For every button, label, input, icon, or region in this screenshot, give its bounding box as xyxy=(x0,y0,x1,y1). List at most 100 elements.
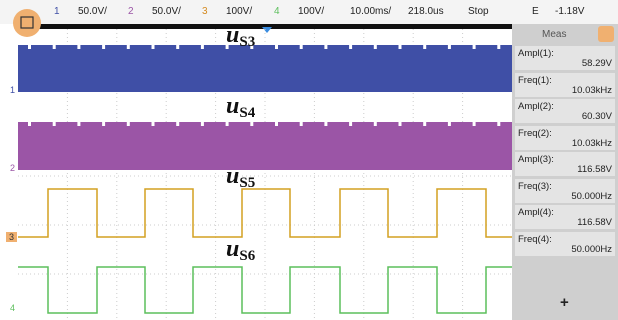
meas-value: 116.58V xyxy=(577,217,612,228)
add-button[interactable]: + xyxy=(560,294,569,311)
status: Stop xyxy=(468,6,489,17)
notch xyxy=(423,45,426,49)
delay: 218.0us xyxy=(408,6,444,17)
notch xyxy=(300,45,303,49)
notch xyxy=(399,122,402,126)
meas-value: 60.30V xyxy=(582,111,612,122)
notch xyxy=(374,45,377,49)
channel-number: 4 xyxy=(274,6,280,17)
notch xyxy=(152,122,155,126)
notch xyxy=(250,122,253,126)
channel-marker: 1 xyxy=(10,85,15,95)
meas-item[interactable]: Ampl(4): 116.58V xyxy=(515,205,615,229)
waveform-label: uS4 xyxy=(226,93,255,122)
notch xyxy=(176,45,179,49)
timebase: 10.00ms/ xyxy=(350,6,391,17)
notch xyxy=(423,122,426,126)
label-sub: S5 xyxy=(239,175,255,191)
notch xyxy=(77,45,80,49)
label-base: u xyxy=(226,236,239,262)
channel-marker: 4 xyxy=(10,303,15,313)
notch xyxy=(324,45,327,49)
panel-title: Meas xyxy=(542,29,566,40)
meas-value: 50.000Hz xyxy=(571,244,612,255)
notch xyxy=(300,122,303,126)
notch xyxy=(399,45,402,49)
meas-label: Ampl(2): xyxy=(518,101,554,112)
waveform-label: uS3 xyxy=(226,22,255,51)
trigger-pos xyxy=(262,27,272,33)
meas-label: Ampl(1): xyxy=(518,48,554,59)
meas-item[interactable]: Freq(1): 10.03kHz xyxy=(515,73,615,97)
notch xyxy=(275,45,278,49)
notch xyxy=(374,122,377,126)
channel-marker: 3 xyxy=(6,232,17,242)
notch xyxy=(127,122,130,126)
meas-item[interactable]: Ampl(2): 60.30V xyxy=(515,99,615,123)
notch xyxy=(275,122,278,126)
label-base: u xyxy=(226,93,239,119)
channel-scale: 100V/ xyxy=(226,6,252,17)
trigger-mode: E xyxy=(532,6,539,17)
notch xyxy=(226,122,229,126)
notch xyxy=(473,45,476,49)
notch xyxy=(127,45,130,49)
menu-button xyxy=(13,9,41,37)
notch xyxy=(473,122,476,126)
ch2-waveform xyxy=(18,122,512,170)
panel-icon xyxy=(598,26,614,42)
label-sub: S6 xyxy=(239,248,255,264)
notch xyxy=(28,122,31,126)
channel-number: 3 xyxy=(202,6,208,17)
meas-label: Freq(2): xyxy=(518,128,552,139)
meas-item[interactable]: Ampl(3): 116.58V xyxy=(515,152,615,176)
label-base: u xyxy=(226,163,239,189)
channel-scale: 50.0V/ xyxy=(78,6,107,17)
notch xyxy=(152,45,155,49)
meas-item[interactable]: Freq(2): 10.03kHz xyxy=(515,126,615,150)
notch xyxy=(77,122,80,126)
meas-item[interactable]: Ampl(1): 58.29V xyxy=(515,46,615,70)
scope-screen: Meas Ampl(1): 58.29V Freq(1): 10.03kHz Ampl(2… xyxy=(0,0,618,320)
notch xyxy=(201,122,204,126)
label-base: u xyxy=(226,22,239,48)
waveform-label: uS6 xyxy=(226,236,255,265)
meas-value: 58.29V xyxy=(582,58,612,69)
notch xyxy=(349,45,352,49)
notch xyxy=(448,45,451,49)
trigger-level: -1.18V xyxy=(555,6,584,17)
notch xyxy=(28,45,31,49)
meas-value: 116.58V xyxy=(577,164,612,175)
notch xyxy=(201,45,204,49)
notch xyxy=(349,122,352,126)
meas-label: Ampl(3): xyxy=(518,154,554,165)
notch xyxy=(324,122,327,126)
meas-label: Freq(4): xyxy=(518,234,552,245)
channel-marker: 2 xyxy=(10,163,15,173)
notch xyxy=(448,122,451,126)
waveform-label: uS5 xyxy=(226,163,255,192)
label-sub: S4 xyxy=(239,105,255,121)
notch xyxy=(53,122,56,126)
meas-label: Freq(1): xyxy=(518,75,552,86)
notch xyxy=(497,122,500,126)
notch xyxy=(102,122,105,126)
meas-label: Freq(3): xyxy=(518,181,552,192)
channel-scale: 100V/ xyxy=(298,6,324,17)
channel-number: 2 xyxy=(128,6,134,17)
meas-value: 10.03kHz xyxy=(572,138,612,149)
meas-item[interactable]: Freq(4): 50.000Hz xyxy=(515,232,615,256)
channel-number: 1 xyxy=(54,6,60,17)
meas-value: 50.000Hz xyxy=(571,191,612,202)
meas-panel: Meas Ampl(1): 58.29V Freq(1): 10.03kHz Ampl(2… xyxy=(512,24,618,320)
notch xyxy=(497,45,500,49)
meas-label: Ampl(4): xyxy=(518,207,554,218)
notch xyxy=(176,122,179,126)
channel-scale: 50.0V/ xyxy=(152,6,181,17)
meas-item[interactable]: Freq(3): 50.000Hz xyxy=(515,179,615,203)
notch xyxy=(102,45,105,49)
label-sub: S3 xyxy=(239,34,255,50)
meas-value: 10.03kHz xyxy=(572,85,612,96)
notch xyxy=(53,45,56,49)
ch1-waveform xyxy=(18,45,512,92)
